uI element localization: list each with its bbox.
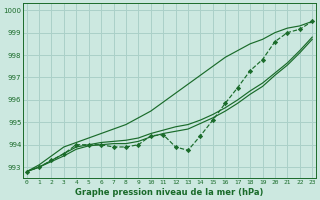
X-axis label: Graphe pression niveau de la mer (hPa): Graphe pression niveau de la mer (hPa) (75, 188, 264, 197)
